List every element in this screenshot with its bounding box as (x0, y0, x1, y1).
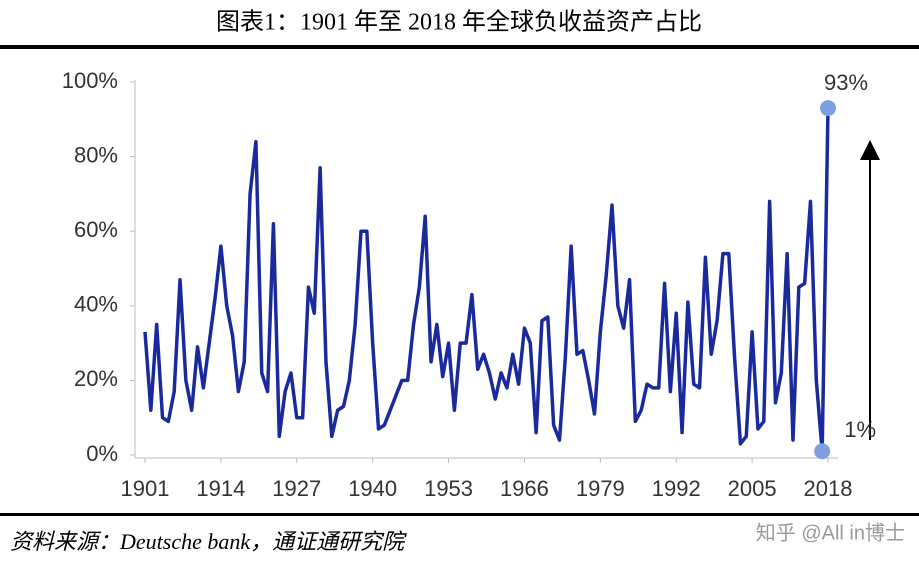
source-rule (0, 513, 919, 516)
source: 资料来源：Deutsche bank，通证通研究院 (10, 529, 407, 554)
series-line (143, 108, 830, 454)
y-tick-label: 60% (74, 217, 118, 242)
y-tick-label: 20% (74, 366, 118, 391)
annotation-dot (820, 100, 836, 117)
y-tick-label: 0% (86, 441, 118, 466)
title-rule (0, 45, 919, 49)
x-tick-label: 1914 (196, 476, 245, 501)
x-tick-label: 1927 (272, 476, 321, 501)
x-tick-label: 1966 (500, 476, 549, 501)
annotation-dot (814, 443, 831, 460)
y-tick-label: 80% (74, 142, 118, 167)
x-tick-label: 1940 (348, 476, 397, 501)
watermark: 知乎 @All in博士 (756, 521, 905, 544)
annotation-label: 1% (844, 417, 876, 442)
y-tick-label: 100% (62, 68, 118, 93)
x-tick-label: 1953 (424, 476, 473, 501)
y-tick-label: 40% (74, 292, 118, 317)
x-tick-label: 1992 (652, 476, 701, 501)
x-tick-label: 1979 (576, 476, 625, 501)
chart-title: 图表1：1901 年至 2018 年全球负收益资产占比 (216, 9, 702, 36)
x-tick-label: 2018 (804, 476, 853, 501)
x-tick-label: 1901 (121, 476, 170, 501)
x-tick-label: 2005 (728, 476, 777, 501)
annotation-label: 93% (824, 70, 868, 95)
